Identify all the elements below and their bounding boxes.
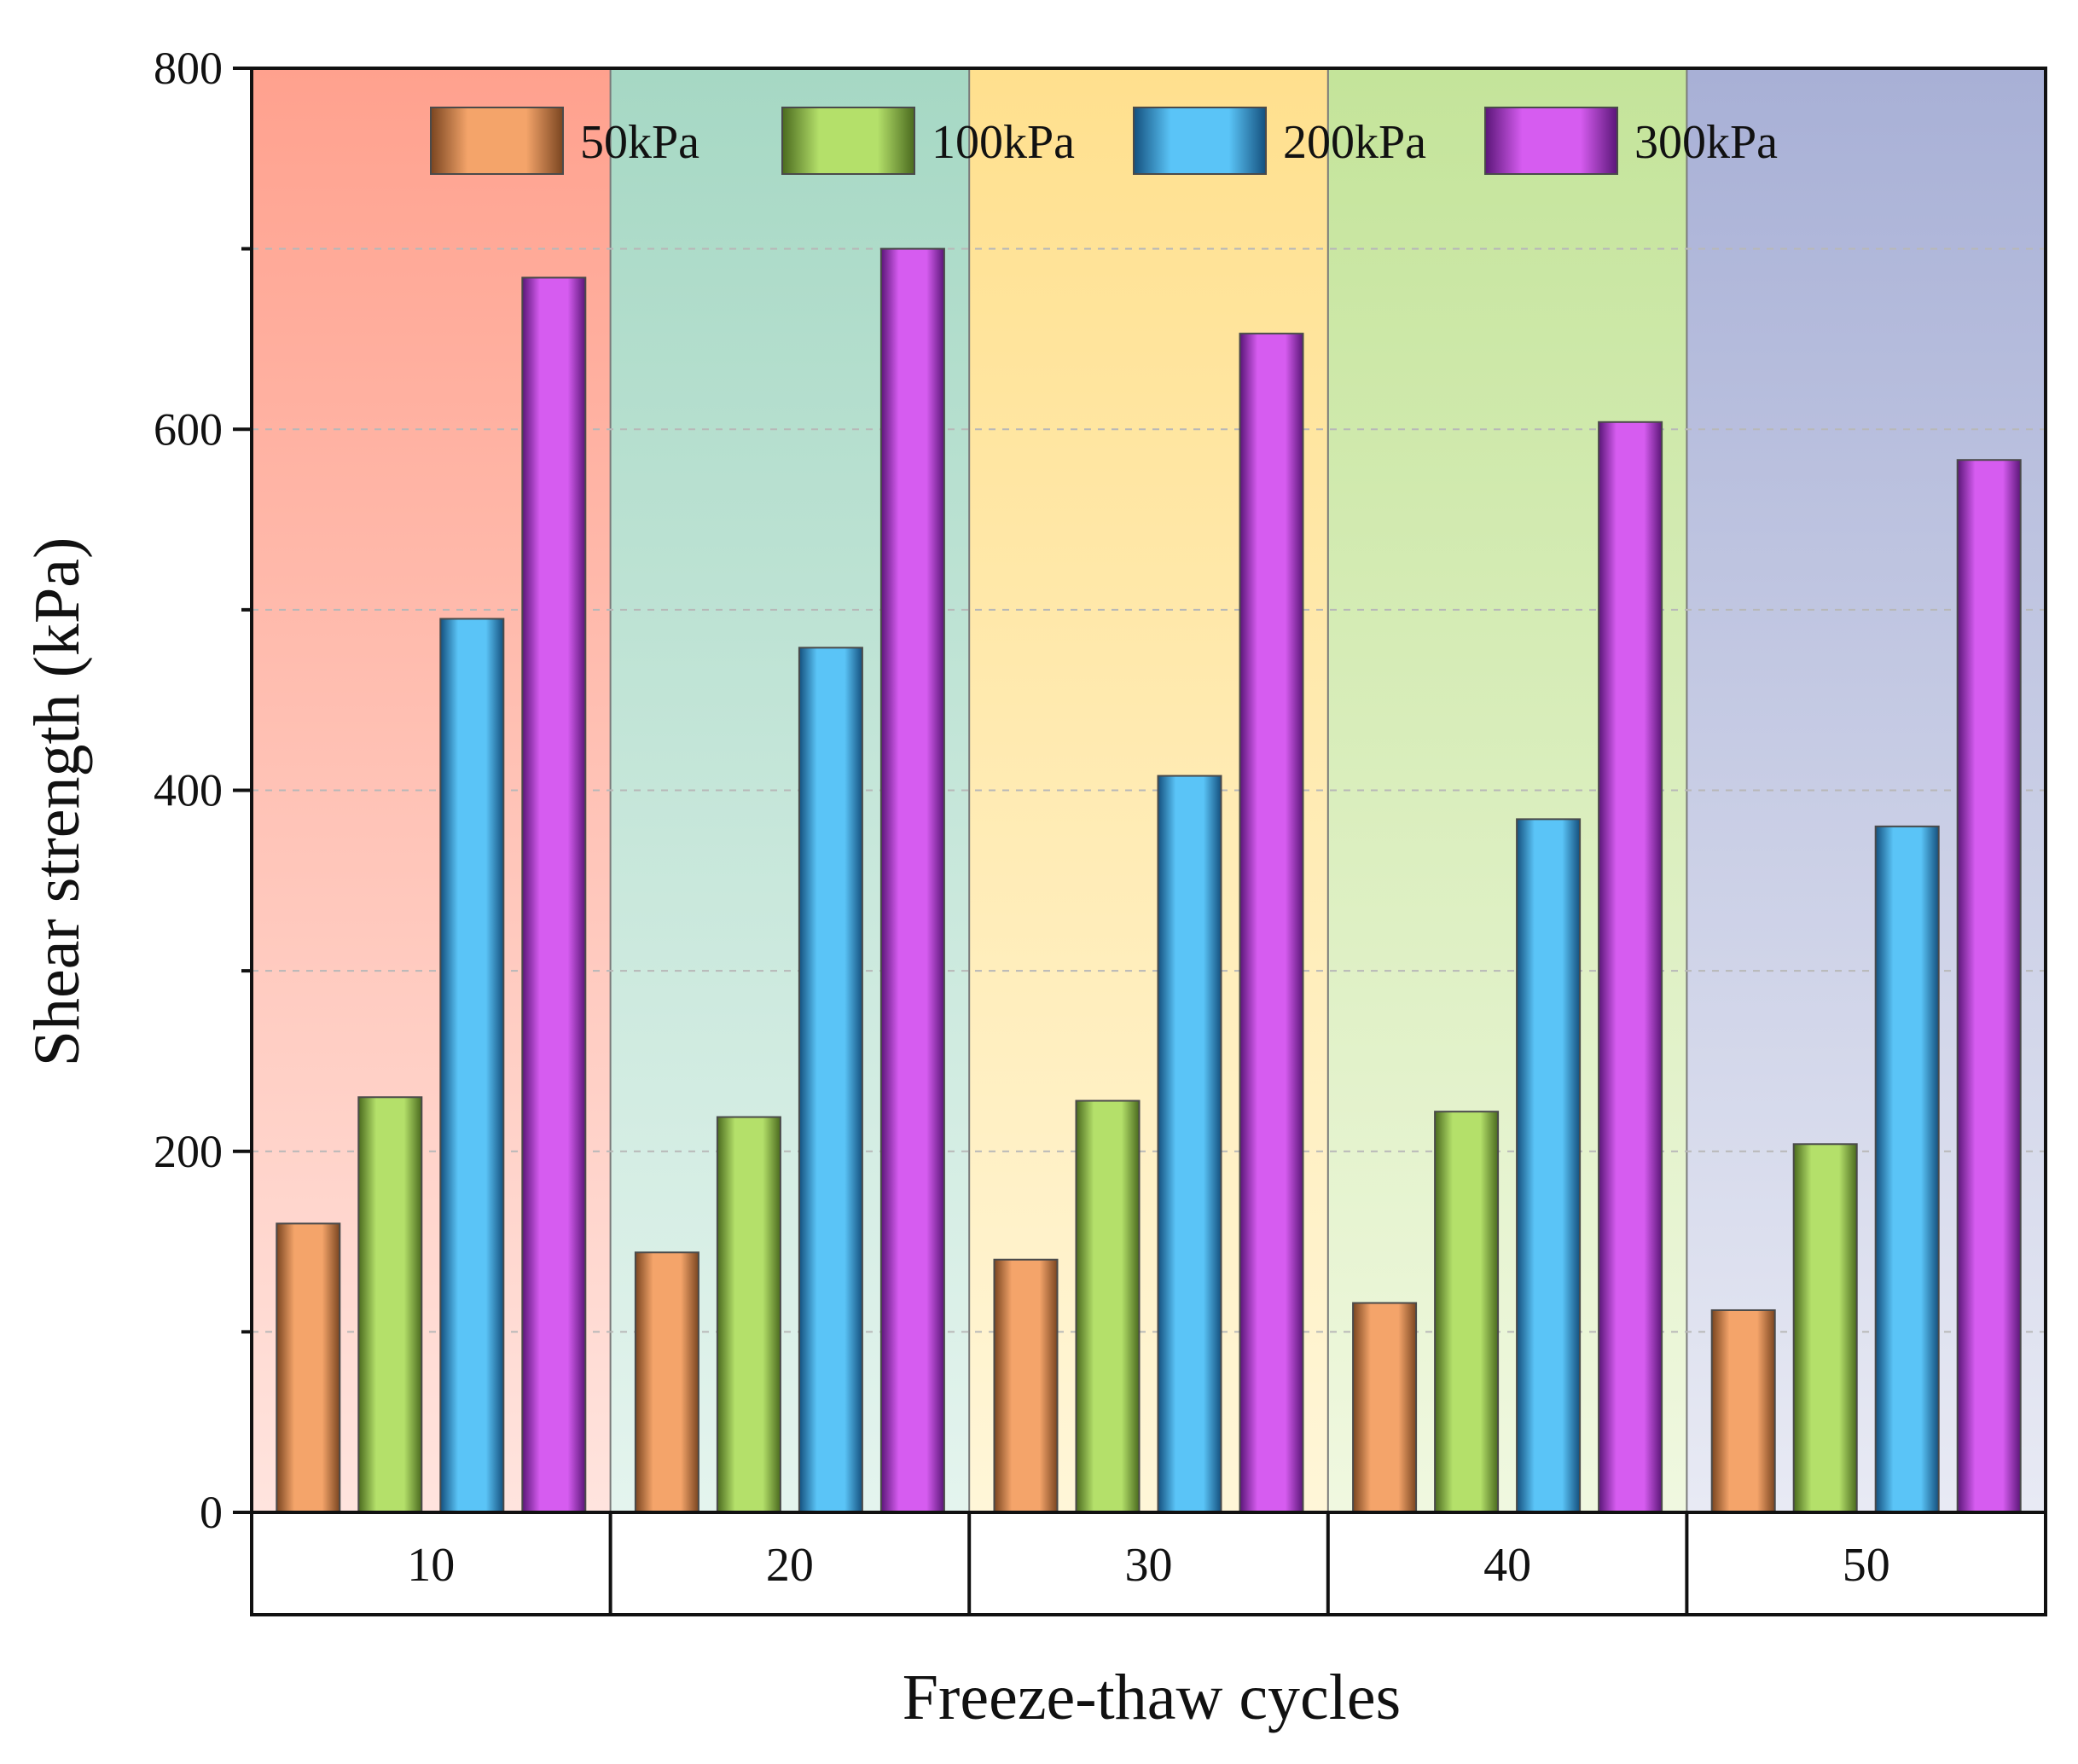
legend-label: 300kPa: [1634, 116, 1778, 169]
x-category-label-30: 30: [1125, 1539, 1173, 1592]
bar-50kPa-cycle-30: [993, 1258, 1059, 1513]
bar-200kPa-cycle-20: [798, 647, 863, 1513]
bars: [276, 247, 2022, 1514]
bar-50kPa-cycle-50: [1710, 1308, 1776, 1513]
y-tick-label: 600: [154, 403, 223, 455]
bar-50kPa-cycle-10: [276, 1222, 341, 1514]
bar-200kPa-cycle-10: [439, 618, 505, 1513]
x-axis-title: Freeze-thaw cycles: [903, 1662, 1401, 1733]
bar-300kPa-cycle-20: [879, 247, 945, 1513]
legend-swatch: [430, 107, 564, 175]
legend-item-50kPa: 50kPa: [430, 107, 699, 175]
bar-50kPa-cycle-40: [1352, 1302, 1418, 1514]
bar-300kPa-cycle-50: [1956, 459, 2022, 1514]
x-category-label-20: 20: [766, 1539, 814, 1592]
legend-label: 50kPa: [580, 116, 699, 169]
legend-swatch: [1484, 107, 1618, 175]
bar-100kPa-cycle-20: [716, 1116, 781, 1513]
legend: 50kPa 100kPa 200kPa 300kPa: [430, 107, 1778, 175]
bar-100kPa-cycle-50: [1792, 1143, 1858, 1514]
bar-100kPa-cycle-40: [1434, 1111, 1500, 1513]
legend-label: 100kPa: [932, 116, 1075, 169]
bar-100kPa-cycle-30: [1075, 1100, 1141, 1513]
y-tick-label: 400: [154, 765, 223, 816]
bar-300kPa-cycle-30: [1239, 333, 1304, 1513]
y-tick-label: 200: [154, 1126, 223, 1177]
bar-300kPa-cycle-40: [1598, 421, 1663, 1513]
legend-item-200kPa: 200kPa: [1133, 107, 1426, 175]
y-tick-label: 800: [154, 43, 223, 94]
bar-200kPa-cycle-30: [1157, 775, 1222, 1513]
legend-swatch: [1133, 107, 1267, 175]
category-panels: [252, 68, 2046, 1512]
legend-label: 200kPa: [1283, 116, 1426, 169]
legend-swatch: [781, 107, 915, 175]
legend-item-300kPa: 300kPa: [1484, 107, 1778, 175]
category-table: [250, 1511, 2047, 1616]
bar-50kPa-cycle-20: [634, 1251, 699, 1513]
x-category-label-40: 40: [1483, 1539, 1531, 1592]
bar-100kPa-cycle-10: [357, 1096, 423, 1513]
x-category-label-10: 10: [407, 1539, 455, 1592]
axes: 0 200 400 600 800 10 20 30 40 50: [154, 43, 2047, 1616]
y-tick-label: 0: [200, 1487, 223, 1538]
x-category-label-50: 50: [1843, 1539, 1890, 1592]
bar-200kPa-cycle-40: [1516, 818, 1582, 1513]
bar-300kPa-cycle-10: [521, 276, 587, 1513]
bar-200kPa-cycle-50: [1874, 825, 1940, 1513]
y-axis-title: Shear strength (kPa): [21, 537, 93, 1067]
legend-item-100kPa: 100kPa: [781, 107, 1075, 175]
